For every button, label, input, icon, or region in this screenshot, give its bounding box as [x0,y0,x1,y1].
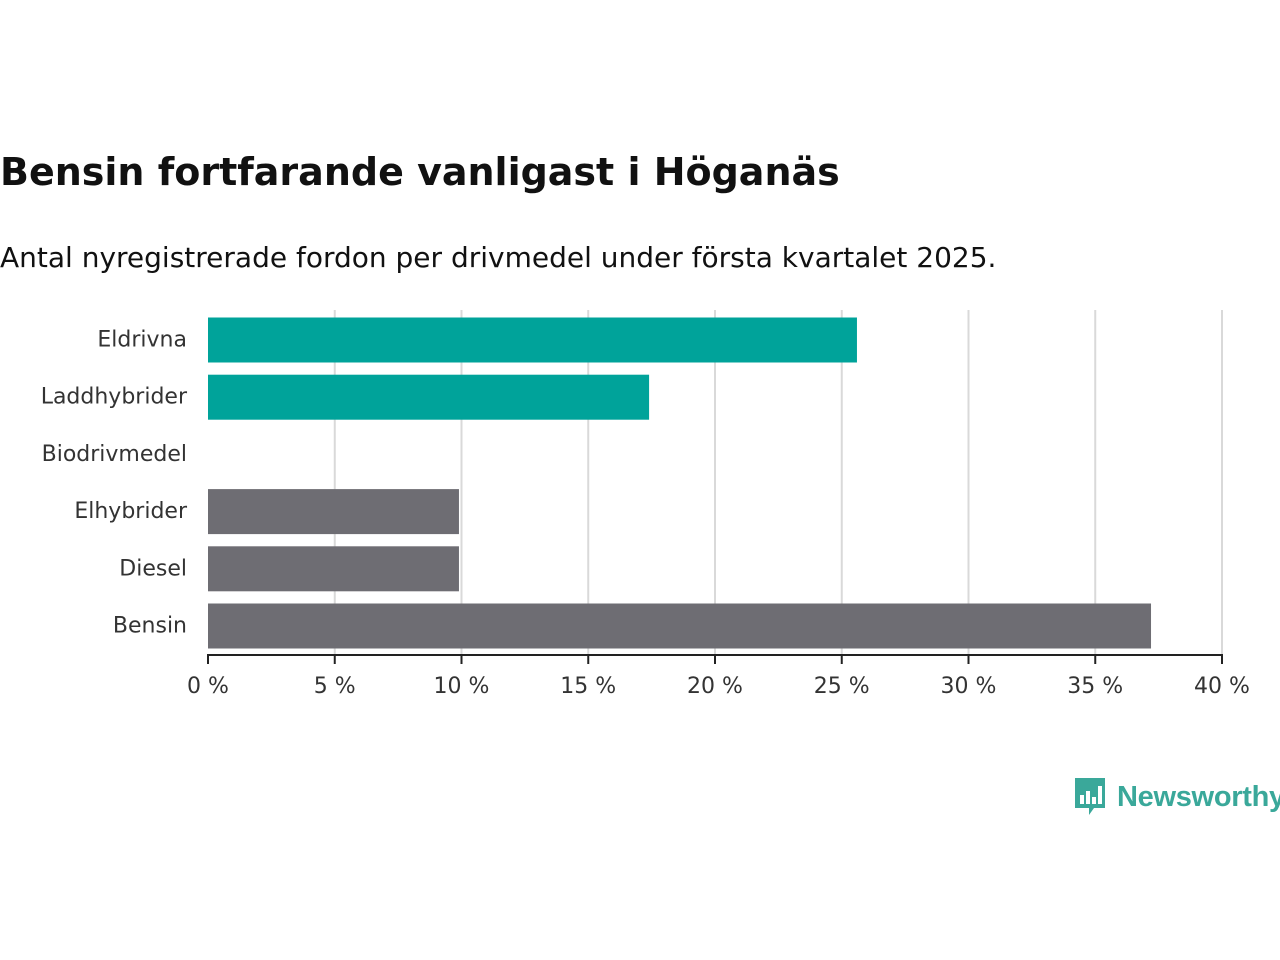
category-label: Bensin [113,614,187,639]
category-labels: Eldrivna Laddhybrider Biodrivmedel Elhybrid… [41,328,188,639]
bar-chart: Eldrivna Laddhybrider Biodrivmedel Elhybrid… [41,310,1250,699]
category-label: Biodrivmedel [42,442,187,467]
gridlines [333,310,1223,655]
x-tick-label: 15 % [560,674,616,699]
x-tick-label: 20 % [687,674,743,699]
x-tick-label: 30 % [941,674,997,699]
chart-subtitle: Antal nyregistrerade fordon per drivmede… [0,241,997,274]
brand-name: Newsworthy [1117,780,1280,813]
newsworthy-logo-icon [1075,778,1105,815]
x-tick-label: 35 % [1067,674,1123,699]
chart-title: Bensin fortfarande vanligast i Höganäs [0,150,840,194]
bars [208,317,1152,649]
x-tick-label: 40 % [1194,674,1250,699]
x-tick-label: 5 % [314,674,356,699]
bar-laddhybrider [208,374,650,420]
bar-eldrivna [208,317,857,363]
category-label: Elhybrider [74,499,188,524]
bar-elhybrider [208,489,459,535]
bar-diesel [208,546,459,592]
x-tick-label: 25 % [814,674,870,699]
brand-logo: Newsworthy [1073,776,1280,818]
bar-bensin [208,603,1152,649]
category-label: Laddhybrider [41,385,188,410]
x-tick-label: 0 % [187,674,229,699]
category-label: Diesel [119,556,187,581]
category-label: Eldrivna [97,328,187,353]
x-axis: 0 % 5 % 10 % 15 % 20 % 25 % 30 % 35 % 40 % [187,654,1250,699]
x-tick-label: 10 % [434,674,490,699]
